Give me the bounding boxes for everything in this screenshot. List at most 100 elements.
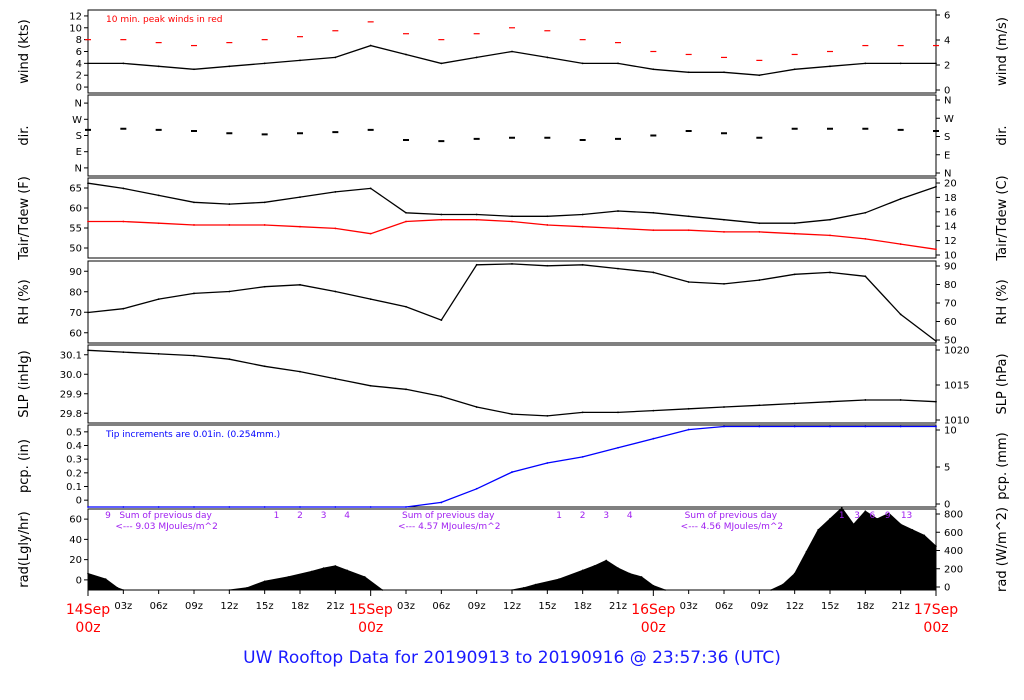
right-tick-label: 60 bbox=[944, 317, 957, 328]
right-tick-label: 5 bbox=[944, 463, 950, 474]
series-point bbox=[935, 62, 937, 65]
series-point bbox=[440, 218, 443, 221]
y-axis-label-left: rad(Lgly/hr) bbox=[17, 511, 32, 587]
series-point bbox=[405, 388, 407, 391]
series-point bbox=[369, 232, 372, 235]
series-point bbox=[687, 428, 690, 431]
radiation-hour-marker: 3 bbox=[603, 511, 609, 521]
series-point bbox=[228, 65, 231, 68]
series-point bbox=[157, 298, 160, 301]
series-point bbox=[299, 59, 301, 62]
radiation-point bbox=[888, 512, 890, 515]
panel-frame-4 bbox=[87, 344, 937, 424]
radiation-point bbox=[852, 523, 855, 526]
left-tick-label: 29.9 bbox=[60, 389, 82, 400]
series-point bbox=[581, 411, 584, 414]
radiation-point bbox=[876, 518, 878, 520]
right-tick-label: 14 bbox=[944, 222, 957, 233]
radiation-hour-marker: 1 bbox=[839, 511, 845, 521]
series-point bbox=[511, 215, 513, 218]
series-point bbox=[793, 425, 796, 428]
series-point bbox=[334, 506, 337, 508]
radiation-point bbox=[605, 559, 608, 562]
radiation-hour-marker: 9 bbox=[885, 511, 891, 521]
series-point bbox=[652, 437, 655, 440]
radiation-hour-marker: 1 bbox=[274, 511, 280, 521]
y-axis-label-right: pcp. (mm) bbox=[995, 432, 1010, 499]
series-point bbox=[122, 220, 125, 223]
radiation-point bbox=[817, 528, 820, 531]
right-tick-label: 1020 bbox=[944, 346, 969, 357]
left-tick-label: 0 bbox=[76, 496, 82, 507]
radiation-sum-title: Sum of previous day bbox=[402, 511, 495, 521]
series-point bbox=[581, 213, 584, 216]
series-point bbox=[617, 411, 619, 414]
series-point bbox=[617, 446, 619, 449]
right-tick-label: 1010 bbox=[944, 416, 969, 427]
series-point bbox=[228, 290, 231, 293]
series-line-0 bbox=[87, 182, 937, 224]
radiation-point bbox=[581, 569, 584, 572]
y-axis-label-right: dir. bbox=[995, 125, 1010, 145]
day-label-time: 00z bbox=[923, 620, 948, 636]
x-tick-label: 18z bbox=[574, 601, 592, 612]
series-point bbox=[758, 404, 761, 407]
right-tick-label: 0 bbox=[944, 86, 950, 97]
series-point bbox=[263, 365, 266, 368]
y-axis-label-right: Tair/Tdew (C) bbox=[995, 175, 1010, 261]
right-tick-label: 10 bbox=[944, 251, 957, 262]
radiation-sum-value: <--- 4.56 MJoules/m^2 bbox=[681, 522, 783, 532]
series-point bbox=[193, 354, 195, 357]
left-tick-label: 2 bbox=[76, 71, 82, 82]
radiation-hour-marker: 4 bbox=[344, 511, 350, 521]
series-point bbox=[758, 74, 761, 77]
left-tick-label: 40 bbox=[69, 535, 82, 546]
series-point bbox=[405, 211, 407, 214]
left-tick-label: 4 bbox=[76, 59, 82, 70]
right-tick-label: 4 bbox=[944, 36, 950, 47]
panel-frame-5 bbox=[87, 424, 937, 508]
x-tick-label: 12z bbox=[503, 601, 521, 612]
right-tick-label: 16 bbox=[944, 207, 957, 218]
left-tick-label: 55 bbox=[69, 224, 82, 235]
radiation-point bbox=[593, 565, 596, 567]
series-point bbox=[334, 56, 337, 59]
left-tick-label: 50 bbox=[69, 244, 82, 255]
series-point bbox=[405, 53, 407, 56]
left-tick-label: 10 bbox=[69, 23, 82, 34]
series-point bbox=[87, 506, 89, 508]
left-tick-label: E bbox=[76, 147, 82, 158]
panel-frame-2 bbox=[87, 177, 937, 259]
series-point bbox=[87, 182, 89, 185]
left-tick-label: 60 bbox=[69, 515, 82, 526]
series-point bbox=[652, 211, 655, 214]
series-point bbox=[193, 224, 195, 226]
series-point bbox=[228, 506, 231, 508]
x-tick-label: 21z bbox=[326, 601, 344, 612]
radiation-point bbox=[640, 576, 643, 578]
radiation-point bbox=[87, 572, 89, 575]
series-point bbox=[405, 506, 407, 508]
left-tick-label: 0 bbox=[76, 83, 82, 94]
y-axis-label-left: dir. bbox=[17, 125, 32, 145]
right-tick-label: 2 bbox=[944, 61, 950, 72]
radiation-point bbox=[617, 567, 619, 569]
radiation-point bbox=[899, 523, 902, 526]
series-point bbox=[687, 281, 690, 283]
left-tick-label: 29.8 bbox=[60, 409, 82, 420]
series-point bbox=[369, 384, 372, 387]
day-label-time: 00z bbox=[641, 620, 666, 636]
series-point bbox=[935, 400, 937, 403]
radiation-hour-marker: 3 bbox=[321, 511, 327, 521]
series-point bbox=[581, 263, 584, 266]
radiation-area bbox=[87, 507, 937, 591]
x-tick-label: 06z bbox=[150, 601, 168, 612]
radiation-point bbox=[829, 518, 831, 520]
radiation-point bbox=[628, 572, 631, 575]
day-label-time: 00z bbox=[75, 620, 100, 636]
series-point bbox=[687, 71, 690, 74]
x-tick-label: 03z bbox=[397, 601, 415, 612]
series-point bbox=[440, 319, 443, 322]
series-point bbox=[193, 68, 195, 71]
